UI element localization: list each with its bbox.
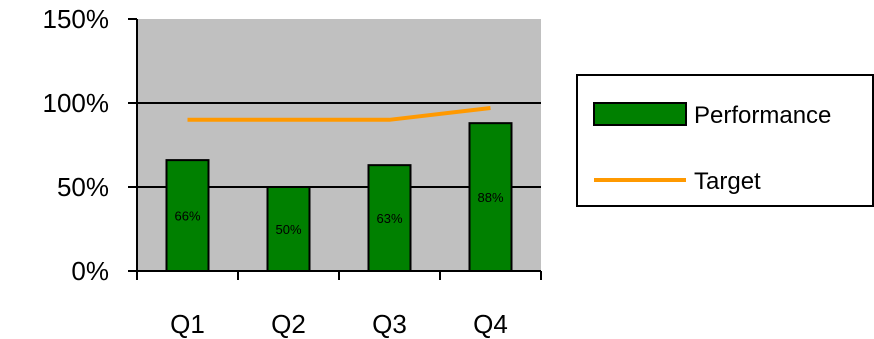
bar-data-label: 66% bbox=[174, 209, 200, 224]
legend-label-performance: Performance bbox=[694, 102, 831, 129]
y-ticks: 0% 50% 100% 150% bbox=[43, 4, 137, 286]
legend-label-target: Target bbox=[694, 168, 761, 195]
x-tick-label: Q2 bbox=[271, 309, 306, 339]
legend: Performance Target bbox=[576, 74, 874, 207]
legend-swatch-performance bbox=[593, 102, 687, 126]
bar bbox=[367, 164, 412, 272]
bar-data-label: 63% bbox=[376, 211, 402, 226]
y-tick-label: 150% bbox=[43, 4, 110, 34]
bar bbox=[468, 122, 513, 272]
y-tick-label: 0% bbox=[71, 256, 109, 286]
bar bbox=[165, 159, 210, 272]
x-ticks: Q1 Q2 Q3 Q4 bbox=[136, 271, 542, 339]
y-tick-label: 50% bbox=[57, 172, 109, 202]
legend-box bbox=[576, 74, 874, 207]
x-tick-label: Q3 bbox=[372, 309, 407, 339]
bars bbox=[165, 122, 513, 272]
target-line bbox=[187, 106, 491, 122]
bar-data-label: 88% bbox=[477, 190, 503, 205]
x-tick-label: Q4 bbox=[473, 309, 508, 339]
y-tick-label: 100% bbox=[43, 88, 110, 118]
x-tick-label: Q1 bbox=[170, 309, 205, 339]
bar-labels: 66% 50% 63% 88% bbox=[174, 190, 503, 237]
bar-data-label: 50% bbox=[275, 222, 301, 237]
